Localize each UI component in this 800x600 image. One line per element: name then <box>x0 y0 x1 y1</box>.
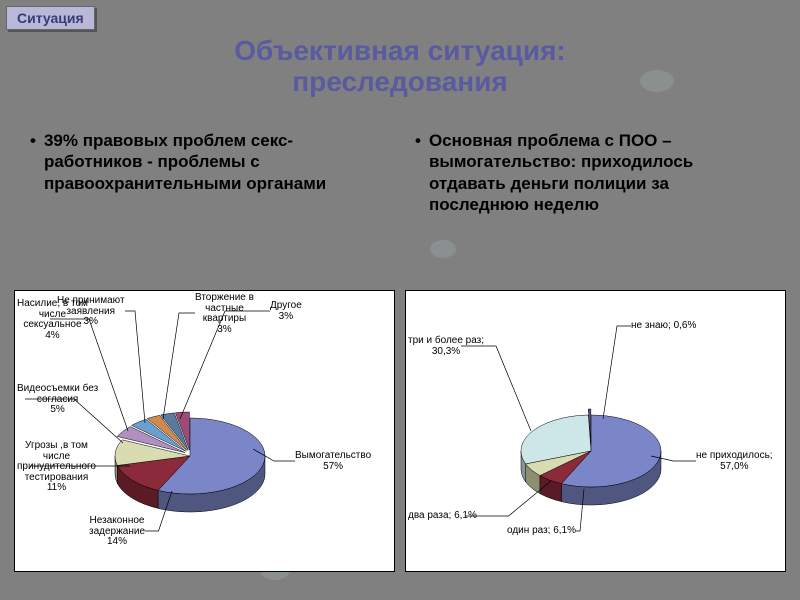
pie-slice-label: Другое 3% <box>270 301 302 322</box>
bullet-left-text: 39% правовых проблем секс-работников - п… <box>44 130 385 215</box>
charts-row: Вымогательство 57% Незаконное задержание … <box>14 290 786 572</box>
bullet-right: • Основная проблема с ПОО – вымогательст… <box>415 130 770 215</box>
pie-slice-label: три и более раз; 30,3% <box>408 336 484 357</box>
pie-slice-label: один раз; 6,1% <box>507 526 576 537</box>
pie-chart-right: не приходилось; 57,0% один раз; 6,1% два р… <box>405 290 786 572</box>
pie-chart-left: Вымогательство 57% Незаконное задержание … <box>14 290 395 572</box>
pie-slice-label: Незаконное задержание 14% <box>89 516 145 548</box>
pie-slice-label: Угрозы ,в том числе принудительного тест… <box>17 441 96 494</box>
bullet-right-text: Основная проблема с ПОО – вымогательство… <box>429 130 770 215</box>
pie-slice-label: не знаю; 0,6% <box>631 321 696 332</box>
context-badge: Ситуация <box>6 6 95 30</box>
bullet-dot-icon: • <box>415 130 421 215</box>
slide-title: Объективная ситуация: преследования <box>0 36 800 98</box>
pie-slice-label: Вторжение в частные квартиры 3% <box>195 293 254 335</box>
bullets-row: • 39% правовых проблем секс-работников -… <box>30 130 770 215</box>
bullet-left: • 39% правовых проблем секс-работников -… <box>30 130 385 215</box>
pie-slice-label: не приходилось; 57,0% <box>696 451 773 472</box>
title-line-1: Объективная ситуация: <box>0 36 800 67</box>
pie-slice-label: Видеосъемки без согласия 5% <box>17 384 98 416</box>
pie-slice-label: Не принимают заявления 3% <box>57 296 125 328</box>
bullet-dot-icon: • <box>30 130 36 215</box>
pie-slice-label: Вымогательство 57% <box>295 451 371 472</box>
title-line-2: преследования <box>0 67 800 98</box>
pie-slice-label: два раза; 6,1% <box>408 511 477 522</box>
